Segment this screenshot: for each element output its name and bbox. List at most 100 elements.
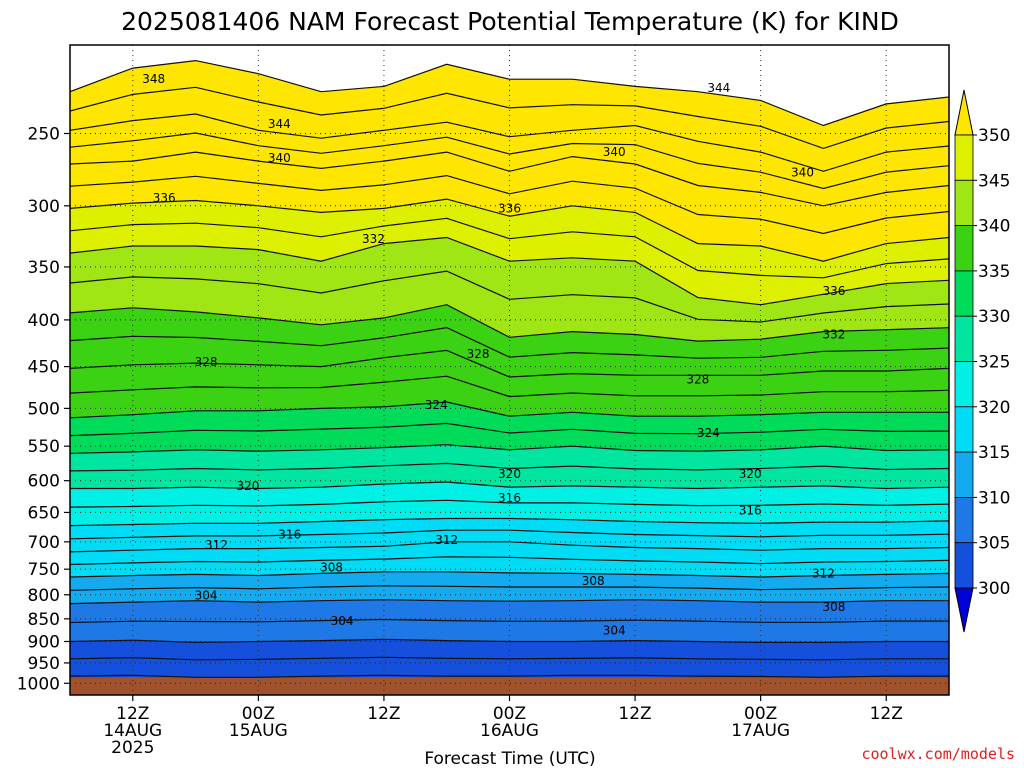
contour-label: 320 xyxy=(739,467,762,481)
colorbar-label: 310 xyxy=(978,488,1010,508)
band-fill xyxy=(70,444,949,489)
contour-label: 320 xyxy=(236,479,259,493)
y-tick-label: 600 xyxy=(28,472,60,492)
contour-line xyxy=(70,198,949,262)
y-tick-label: 750 xyxy=(28,560,60,580)
contour-label: 320 xyxy=(498,467,521,481)
contour-label-text: 308 xyxy=(582,574,605,588)
contour-label-text: 348 xyxy=(142,72,165,86)
y-tick-label: 400 xyxy=(28,311,60,331)
contour-label: 340 xyxy=(603,145,626,159)
contour-label: 340 xyxy=(791,166,814,180)
x-tick-label: 12Z xyxy=(367,704,400,724)
band-fill xyxy=(70,482,949,526)
band-fill xyxy=(70,199,949,305)
contour-label-text: 308 xyxy=(320,561,343,575)
colorbar-label: 305 xyxy=(978,534,1010,554)
contour-label: 308 xyxy=(822,600,845,614)
contour-label: 328 xyxy=(195,355,218,369)
y-tick-label: 300 xyxy=(28,197,60,217)
contour-label-text: 336 xyxy=(498,201,521,215)
contour-label-text: 316 xyxy=(498,491,521,505)
contour-line xyxy=(70,599,949,605)
colorbar-label: 340 xyxy=(978,217,1010,237)
y-tick-label: 800 xyxy=(28,586,60,606)
contour-label-text: 324 xyxy=(697,426,720,440)
contour-label-text: 304 xyxy=(331,614,354,628)
y-tick-label: 450 xyxy=(28,358,60,378)
contour-label: 344 xyxy=(268,117,291,131)
contour-line xyxy=(70,499,949,508)
contour-label-text: 320 xyxy=(236,479,259,493)
contour-line xyxy=(70,236,949,306)
contour-line xyxy=(70,529,949,540)
x-tick-label: 00Z xyxy=(242,704,275,724)
contour-label: 308 xyxy=(320,561,343,575)
x-tick-date-label: 16AUG xyxy=(480,721,539,741)
contour-label-text: 316 xyxy=(278,527,301,541)
colorbar-swatch xyxy=(954,225,974,272)
contour-line xyxy=(70,132,949,190)
contour-label-text: 308 xyxy=(822,600,845,614)
y-tick-label: 900 xyxy=(28,632,60,652)
contour-label: 308 xyxy=(582,574,605,588)
colorbar-min-arrow xyxy=(954,587,974,633)
contour-label-text: 336 xyxy=(153,191,176,205)
credit-text: coolwx.com/models xyxy=(861,745,1015,763)
contour-label: 336 xyxy=(498,201,521,215)
contour-line xyxy=(70,585,949,591)
contour-label-text: 324 xyxy=(425,398,448,412)
contour-label: 304 xyxy=(603,623,626,637)
contour-label: 344 xyxy=(707,81,730,95)
contour-line xyxy=(70,401,949,419)
contour-line xyxy=(70,349,949,378)
contour-label: 336 xyxy=(822,284,845,298)
band-fill xyxy=(70,402,949,454)
contour-label-text: 304 xyxy=(195,588,218,602)
x-tick-date-label: 14AUG xyxy=(103,721,162,741)
contour-line xyxy=(70,656,949,661)
contour-label: 316 xyxy=(498,491,521,505)
contour-label-text: 328 xyxy=(686,373,709,387)
grid-lines xyxy=(70,45,949,695)
contour-line xyxy=(70,517,949,527)
colorbar-swatch xyxy=(954,542,974,589)
contour-label: 304 xyxy=(195,588,218,602)
colorbar-label: 315 xyxy=(978,443,1010,463)
colorbar-swatch xyxy=(954,496,974,544)
contour-label: 312 xyxy=(205,538,228,552)
contour-label-text: 340 xyxy=(603,145,626,159)
band-fill xyxy=(70,237,949,342)
y-axis: 2503003504004505005506006507007508008509… xyxy=(17,124,70,694)
contour-line xyxy=(70,444,949,454)
band-fill xyxy=(70,571,949,604)
contour-line xyxy=(70,375,949,398)
contour-line xyxy=(70,174,949,235)
contour-lines xyxy=(70,59,949,678)
colorbar-swatch xyxy=(954,270,974,317)
contour-label-text: 320 xyxy=(498,467,521,481)
contour-label-text: 312 xyxy=(205,538,228,552)
x-tick-label: 12Z xyxy=(116,704,149,724)
colorbar: 350 345 340 335 330 325 320 315 310 305 300 xyxy=(954,89,1010,633)
contour-label-text: 316 xyxy=(739,504,762,518)
x-tick-date-label: 17AUG xyxy=(731,721,790,741)
colorbar-swatch xyxy=(954,361,974,408)
y-tick-label: 250 xyxy=(28,124,60,144)
colorbar-swatch xyxy=(954,315,974,362)
colorbar-label: 350 xyxy=(978,126,1010,146)
colorbar-label: 330 xyxy=(978,307,1010,327)
x-tick-date-label: 15AUG xyxy=(229,721,288,741)
contour-label: 312 xyxy=(435,533,458,547)
ground-layer xyxy=(70,677,949,695)
contour-line xyxy=(70,59,949,127)
colorbar-swatch xyxy=(954,134,974,181)
contour-line xyxy=(70,462,949,472)
contour-line xyxy=(70,113,949,172)
colorbar-label: 325 xyxy=(978,353,1010,373)
contour-label-text: 344 xyxy=(707,81,730,95)
y-tick-label: 950 xyxy=(28,654,60,674)
band-fill xyxy=(70,152,949,262)
contour-label-text: 340 xyxy=(268,151,291,165)
contour-line xyxy=(70,571,949,578)
